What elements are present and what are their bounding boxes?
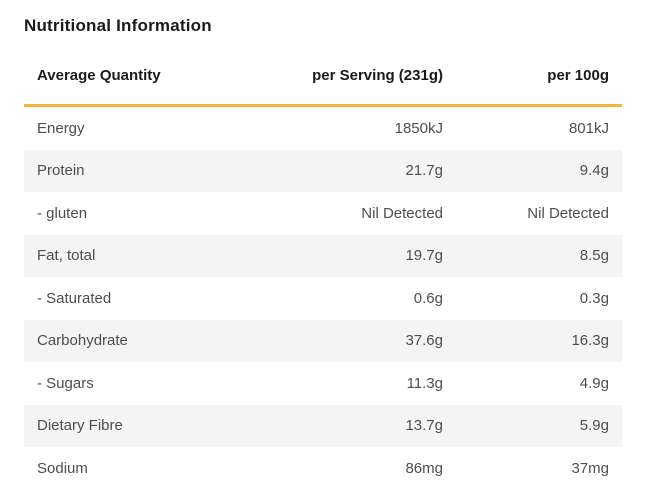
- row-serving-value: 0.6g: [413, 289, 443, 307]
- row-label: - Saturated: [37, 289, 112, 307]
- row-100g-value: Nil Detected: [527, 204, 609, 222]
- row-serving-value: 19.7g: [405, 247, 443, 265]
- row-100g-value: 37mg: [571, 459, 609, 477]
- row-100g-value: 9.4g: [579, 162, 609, 180]
- row-label: - gluten: [37, 204, 88, 222]
- table-header-row: Average Quantity per Serving (231g) per …: [24, 67, 622, 107]
- row-serving-value: 1850kJ: [394, 119, 443, 137]
- column-header-average-quantity: Average Quantity: [37, 67, 161, 84]
- table-row-gluten: - gluten Nil Detected Nil Detected: [24, 192, 622, 235]
- row-100g-value: 16.3g: [571, 332, 609, 350]
- row-serving-value: 86mg: [405, 459, 443, 477]
- row-100g-value: 0.3g: [579, 289, 609, 307]
- row-label: Energy: [37, 119, 85, 137]
- page-title: Nutritional Information: [24, 16, 212, 35]
- row-serving-value: 21.7g: [405, 162, 443, 180]
- row-100g-value: 8.5g: [579, 247, 609, 265]
- table-row-carbohydrate: Carbohydrate 37.6g 16.3g: [24, 319, 622, 362]
- row-label: Protein: [37, 162, 85, 180]
- table-row-saturated: - Saturated 0.6g 0.3g: [24, 277, 622, 320]
- row-serving-value: 13.7g: [405, 417, 443, 435]
- column-header-per-serving: per Serving (231g): [312, 67, 443, 84]
- nutrition-table: Average Quantity per Serving (231g) per …: [24, 67, 622, 490]
- table-row-energy: Energy 1850kJ 801kJ: [24, 107, 622, 150]
- table-row-sodium: Sodium 86mg 37mg: [24, 447, 622, 490]
- column-header-per-100g: per 100g: [547, 67, 609, 84]
- row-label: Fat, total: [37, 247, 96, 265]
- row-serving-value: 11.3g: [406, 374, 443, 392]
- row-100g-value: 801kJ: [568, 119, 609, 137]
- table-row-sugars: - Sugars 11.3g 4.9g: [24, 362, 622, 405]
- row-label: - Sugars: [37, 374, 94, 392]
- row-label: Dietary Fibre: [37, 417, 123, 435]
- table-row-dietary-fibre: Dietary Fibre 13.7g 5.9g: [24, 404, 622, 447]
- row-serving-value: 37.6g: [405, 332, 443, 350]
- row-100g-value: 4.9g: [579, 374, 609, 392]
- row-100g-value: 5.9g: [579, 417, 609, 435]
- row-label: Sodium: [37, 459, 88, 477]
- row-serving-value: Nil Detected: [361, 204, 443, 222]
- row-label: Carbohydrate: [37, 332, 128, 350]
- table-row-fat-total: Fat, total 19.7g 8.5g: [24, 234, 622, 277]
- table-row-protein: Protein 21.7g 9.4g: [24, 149, 622, 192]
